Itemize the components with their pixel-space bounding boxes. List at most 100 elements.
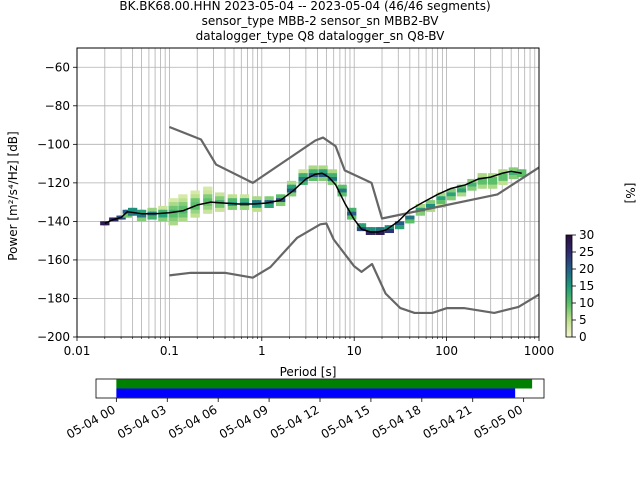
colorbar-swatch [566, 272, 572, 275]
density-cell [362, 227, 367, 232]
y-axis-label: Power [m²/s⁴/Hz] [dB] [6, 131, 20, 260]
density-cell [180, 198, 185, 203]
density-cell [168, 213, 173, 218]
density-cell [171, 217, 176, 222]
density-cell [183, 209, 188, 214]
density-cell [337, 192, 342, 197]
density-cell [139, 217, 144, 222]
density-cell [323, 165, 328, 170]
density-cell [327, 169, 332, 174]
density-cell [208, 205, 213, 210]
density-cell [436, 196, 441, 201]
density-cell [327, 173, 332, 178]
density-cell [252, 207, 257, 212]
density-cell [233, 194, 238, 199]
density-cell [441, 192, 446, 197]
density-cell [467, 182, 472, 187]
density-cell [292, 184, 297, 189]
density-cell [171, 202, 176, 207]
density-cell [215, 203, 220, 208]
density-cell [377, 227, 382, 232]
density-cell [482, 180, 487, 185]
density-cell [217, 203, 222, 208]
density-cell [178, 194, 183, 199]
density-cell [418, 211, 423, 216]
density-cell [215, 196, 220, 201]
colorbar-swatch [566, 274, 572, 277]
density-cell [220, 207, 225, 212]
density-cell [178, 202, 183, 207]
density-cell [318, 169, 323, 174]
density-cell [517, 169, 522, 174]
density-cell [242, 198, 247, 203]
density-cell [321, 177, 326, 182]
density-cell [245, 194, 250, 199]
density-cell [205, 186, 210, 191]
density-cell [462, 184, 467, 189]
density-cell [203, 205, 208, 210]
density-cell [397, 221, 402, 226]
density-cell [501, 173, 506, 178]
density-cell [254, 207, 259, 212]
colorbar-swatch [566, 316, 572, 319]
colorbar-swatch [566, 330, 572, 333]
density-cell [158, 217, 163, 222]
density-cell [508, 171, 513, 176]
density-cell [158, 205, 163, 210]
colorbar-swatch [566, 263, 572, 266]
y-tick-label: −60 [45, 60, 70, 74]
colorbar-swatch [566, 296, 572, 299]
density-cell [308, 169, 313, 174]
density-cell [380, 230, 385, 235]
density-cell [190, 194, 195, 199]
density-cell [431, 200, 436, 205]
colorbar-swatch [566, 238, 572, 241]
colorbar-label: [%] [623, 183, 637, 204]
density-cell [254, 196, 259, 201]
density-cell [173, 205, 178, 210]
density-cell [190, 202, 195, 207]
colorbar-swatch [566, 291, 572, 294]
density-cell [342, 188, 347, 193]
colorbar-swatch [566, 301, 572, 304]
density-cell [281, 198, 286, 203]
density-cell [318, 165, 323, 170]
density-cell [303, 180, 308, 185]
colorbar-swatch [566, 320, 572, 323]
density-cell [127, 211, 132, 216]
density-cell [439, 192, 444, 197]
density-cell [303, 169, 308, 174]
density-cell [449, 192, 454, 197]
density-cell [220, 200, 225, 205]
density-cell [252, 200, 257, 205]
density-cell [195, 202, 200, 207]
density-cell [431, 203, 436, 208]
density-cell [421, 203, 426, 208]
colorbar-swatch [566, 253, 572, 256]
density-cell [180, 202, 185, 207]
colorbar-swatch [566, 294, 572, 297]
density-cell [230, 205, 235, 210]
density-cell [142, 217, 147, 222]
colorbar-swatch [566, 286, 572, 289]
density-cell [349, 207, 354, 212]
density-cell [217, 207, 222, 212]
density-cell [168, 202, 173, 207]
density-cell [239, 198, 244, 203]
colorbar-swatch [566, 314, 572, 317]
density-cell [337, 188, 342, 193]
density-cell [281, 202, 286, 207]
density-cell [368, 227, 373, 232]
density-cell [171, 221, 176, 226]
density-cell [286, 180, 291, 185]
density-cell [477, 184, 482, 189]
colorbar-swatch [566, 292, 572, 295]
density-cell [147, 207, 152, 212]
density-cell [208, 198, 213, 203]
density-cell [193, 209, 198, 214]
density-cell [100, 221, 105, 226]
colorbar-swatch [566, 303, 572, 306]
density-cell [493, 184, 498, 189]
density-cell [428, 200, 433, 205]
